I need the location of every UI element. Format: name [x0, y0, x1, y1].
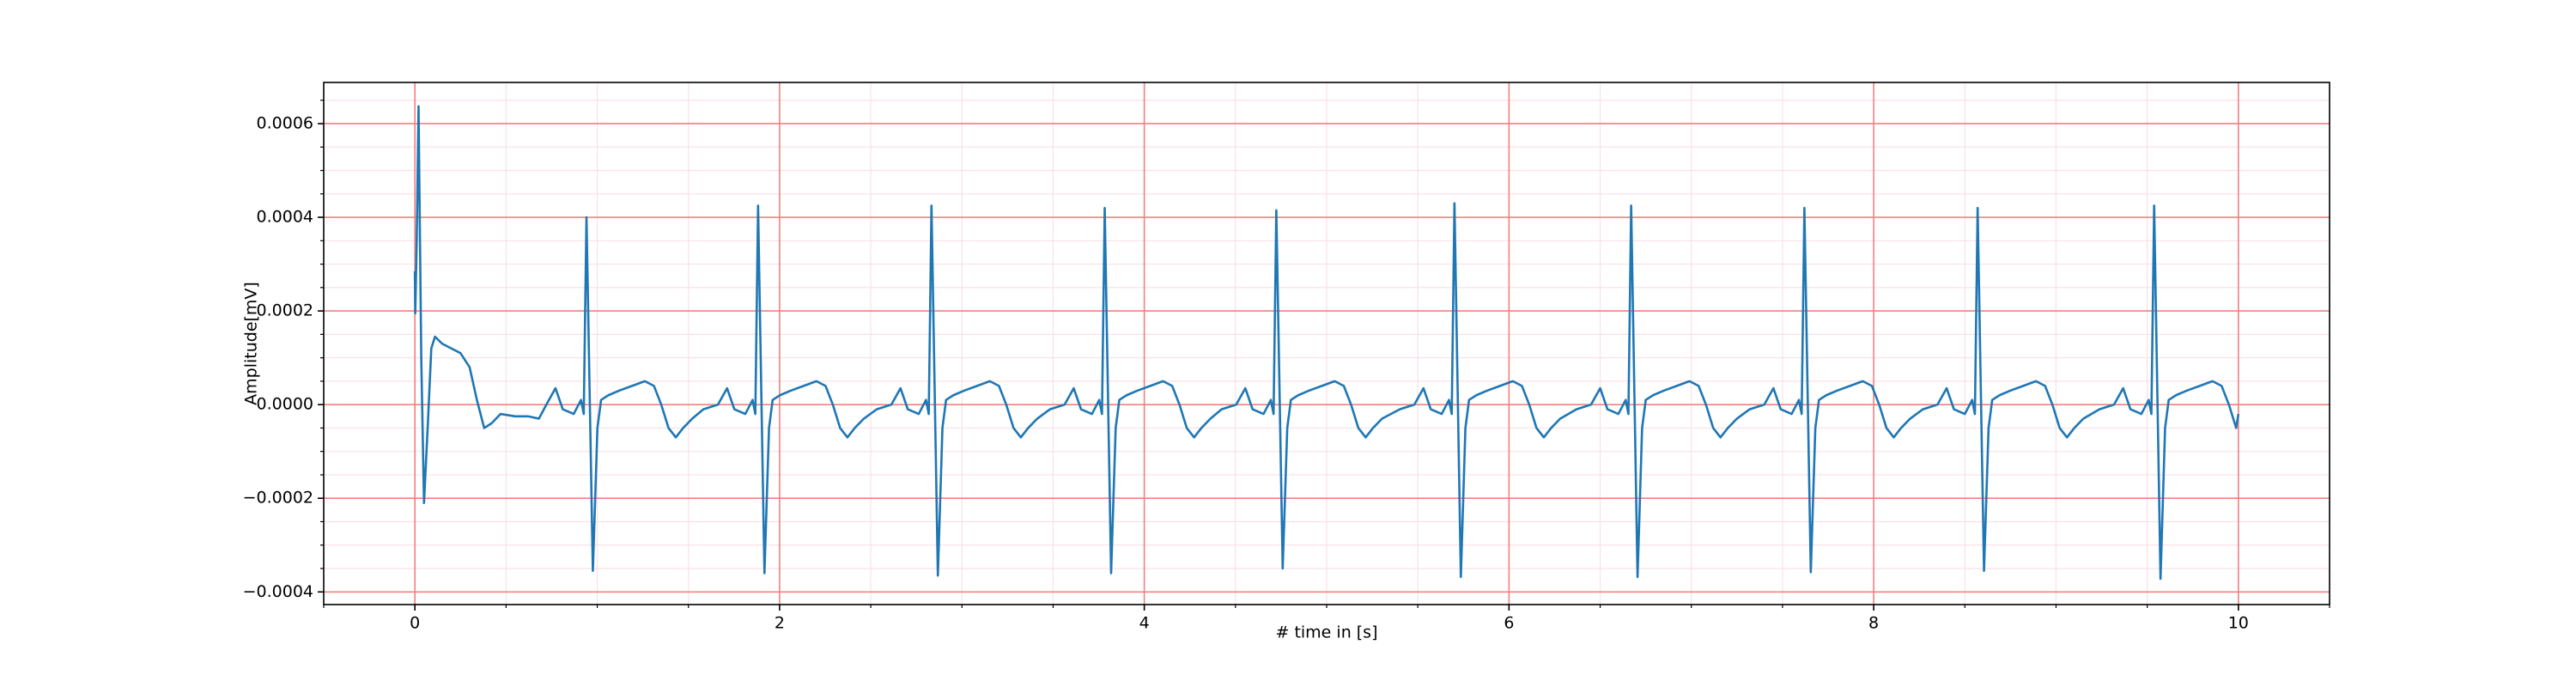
ecg-line	[413, 105, 2240, 581]
y-tick-label: 0.0004	[257, 208, 313, 227]
x-tick-label: 0	[410, 614, 420, 633]
grid	[323, 82, 2330, 605]
x-tick-label: 10	[2228, 614, 2249, 633]
x-tick-label: 6	[1504, 614, 1514, 633]
y-tick-label: −0.0002	[243, 489, 313, 508]
y-tick-label: 0.0006	[257, 113, 313, 132]
plot	[413, 105, 2240, 581]
x-tick-label: 2	[775, 614, 785, 633]
y-tick-label: 0.0000	[257, 395, 313, 414]
x-tick-label: 4	[1139, 614, 1150, 633]
ticks: 0 2 4 6 8 10 −0.0004 −0.0002 0.0000 0.0002 0.0004 0…	[243, 100, 2330, 633]
y-tick-label: −0.0004	[243, 582, 313, 601]
y-tick-label: 0.0002	[257, 301, 313, 320]
x-tick-label: 8	[1868, 614, 1879, 633]
y-axis-label: Amplitude[mV]	[242, 282, 261, 405]
x-axis-label: # time in [s]	[1275, 623, 1377, 642]
